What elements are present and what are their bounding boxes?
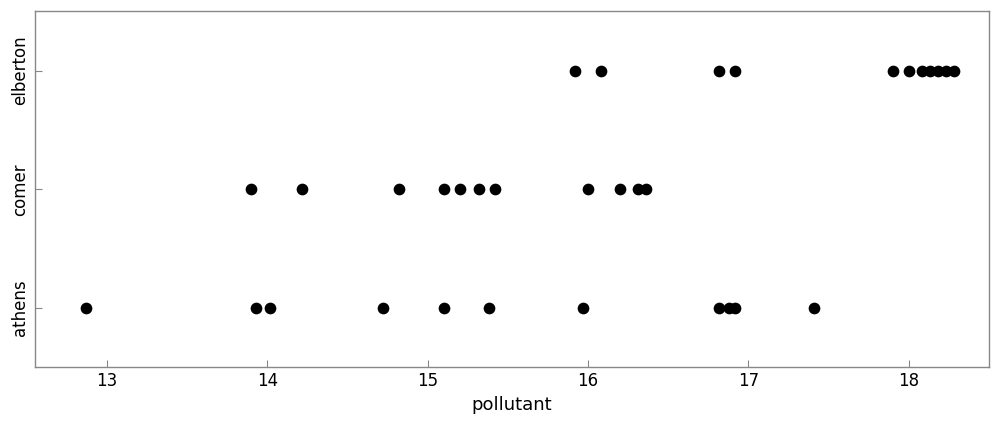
- Point: [471, 186, 487, 193]
- Point: [375, 305, 391, 312]
- Point: [243, 186, 259, 193]
- Point: [727, 305, 743, 312]
- Point: [612, 186, 628, 193]
- Point: [580, 186, 596, 193]
- Point: [567, 67, 583, 74]
- Point: [262, 305, 278, 312]
- Point: [452, 186, 468, 193]
- Point: [487, 186, 503, 193]
- Point: [294, 186, 310, 193]
- Point: [901, 67, 917, 74]
- Point: [922, 67, 938, 74]
- Point: [630, 186, 646, 193]
- Point: [885, 67, 901, 74]
- Point: [575, 305, 591, 312]
- Point: [436, 305, 452, 312]
- Point: [638, 186, 654, 193]
- Point: [78, 305, 94, 312]
- Point: [727, 67, 743, 74]
- X-axis label: pollutant: pollutant: [471, 396, 552, 414]
- Point: [914, 67, 930, 74]
- Point: [721, 305, 737, 312]
- Point: [806, 305, 822, 312]
- Point: [946, 67, 962, 74]
- Point: [711, 305, 727, 312]
- Point: [391, 186, 407, 193]
- Point: [481, 305, 497, 312]
- Point: [938, 67, 954, 74]
- Point: [930, 67, 946, 74]
- Point: [436, 186, 452, 193]
- Point: [593, 67, 609, 74]
- Point: [711, 67, 727, 74]
- Point: [248, 305, 264, 312]
